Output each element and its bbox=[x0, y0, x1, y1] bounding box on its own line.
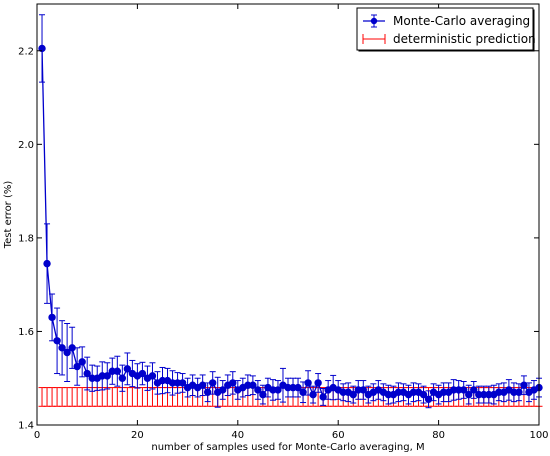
data-point bbox=[38, 44, 46, 53]
data-point bbox=[68, 344, 76, 352]
legend-entry-monte-carlo: Monte-Carlo averaging bbox=[363, 14, 530, 28]
data-point bbox=[209, 379, 217, 387]
legend-box bbox=[356, 7, 534, 51]
monte-carlo-series bbox=[38, 44, 543, 403]
x-tick-label: 40 bbox=[231, 430, 244, 441]
data-point bbox=[349, 390, 357, 399]
data-point bbox=[309, 390, 317, 399]
x-tick-label: 100 bbox=[529, 430, 548, 441]
data-point bbox=[198, 381, 207, 389]
data-point bbox=[219, 386, 227, 394]
data-point bbox=[118, 374, 127, 382]
data-point bbox=[123, 365, 132, 373]
x-axis-label: number of samples used for Monte-Carlo a… bbox=[151, 442, 424, 453]
data-point bbox=[274, 386, 282, 394]
data-point bbox=[43, 259, 51, 268]
data-point bbox=[515, 388, 523, 396]
data-point bbox=[460, 386, 468, 394]
data-point bbox=[254, 386, 262, 394]
plot-frame bbox=[36, 3, 540, 426]
data-point bbox=[63, 348, 71, 357]
legend-label-monte-carlo: Monte-Carlo averaging bbox=[393, 14, 530, 28]
x-tick-label: 20 bbox=[131, 430, 144, 441]
y-tick-label: 2.0 bbox=[18, 140, 34, 151]
data-point bbox=[178, 379, 187, 387]
legend-entry-deterministic: deterministic prediction bbox=[362, 32, 536, 46]
data-point bbox=[314, 379, 322, 387]
x-tick-label: 80 bbox=[432, 430, 445, 441]
data-point bbox=[48, 313, 56, 322]
data-point bbox=[138, 369, 147, 378]
data-point bbox=[424, 395, 433, 403]
x-tick-label: 0 bbox=[34, 430, 40, 441]
data-point bbox=[148, 372, 157, 380]
data-point bbox=[83, 369, 91, 378]
x-tick-label: 60 bbox=[332, 430, 345, 441]
data-point bbox=[359, 386, 367, 394]
data-point bbox=[53, 337, 61, 345]
data-point bbox=[520, 381, 528, 389]
y-tick-label: 2.2 bbox=[18, 46, 34, 57]
data-point bbox=[470, 386, 478, 394]
data-point bbox=[73, 362, 81, 371]
data-point bbox=[319, 393, 327, 401]
axis-ticks: 0 20 40 60 80 100 1.4 1.6 1.8 2.0 2.2 bbox=[18, 4, 549, 441]
data-point bbox=[78, 358, 86, 366]
data-point bbox=[259, 390, 267, 399]
data-point bbox=[419, 390, 428, 399]
data-point bbox=[304, 379, 312, 387]
data-point bbox=[103, 372, 111, 380]
data-point bbox=[465, 390, 473, 399]
data-point bbox=[229, 379, 237, 387]
plot-axes bbox=[36, 3, 540, 426]
legend: Monte-Carlo averaging deterministic predi… bbox=[356, 7, 536, 52]
legend-marker bbox=[370, 17, 378, 25]
y-tick-label: 1.6 bbox=[18, 327, 34, 338]
data-point bbox=[249, 381, 257, 389]
data-point bbox=[58, 344, 66, 352]
data-point bbox=[203, 388, 212, 396]
legend-label-deterministic: deterministic prediction bbox=[393, 32, 536, 46]
data-point bbox=[113, 367, 122, 375]
data-point bbox=[299, 388, 307, 396]
data-point bbox=[294, 383, 302, 392]
y-tick-label: 1.4 bbox=[18, 421, 34, 432]
y-tick-label: 1.8 bbox=[18, 233, 34, 244]
y-axis-label: Test error (%) bbox=[3, 181, 14, 250]
